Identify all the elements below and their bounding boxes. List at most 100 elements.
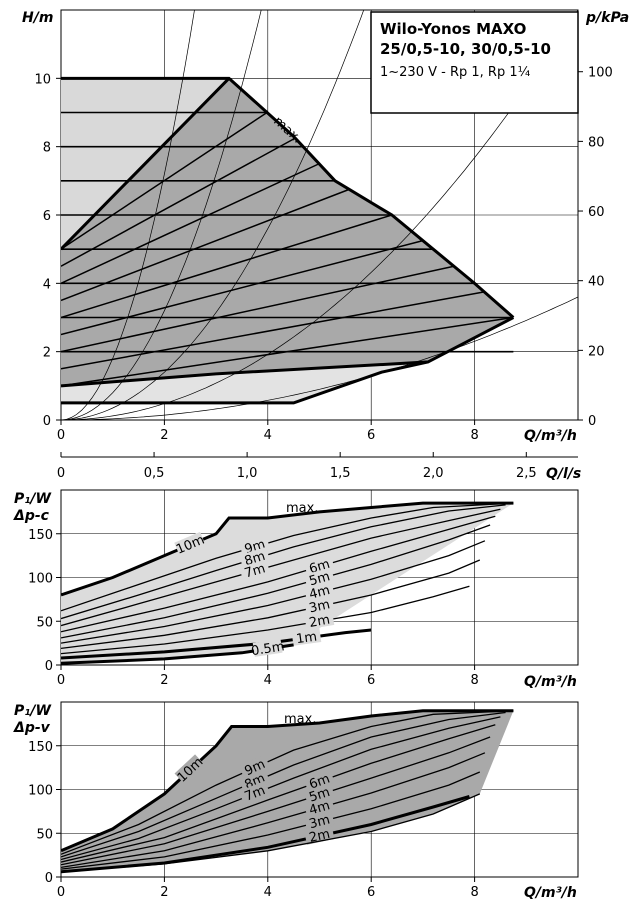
top-y-tick-label: 6: [43, 209, 51, 224]
ls-tick-label: 2,5: [516, 466, 537, 481]
curve-label-bg: [304, 595, 335, 616]
system-curve: [61, 10, 262, 420]
min-speed-curve: [61, 360, 429, 405]
curve-label: 0.5m: [250, 639, 285, 659]
dark-operating-region: [61, 78, 514, 386]
top-y-tick-label: 4: [43, 277, 51, 292]
bot-max-label: max.: [284, 712, 316, 727]
chart-subtitle-2: 1~230 V - Rp 1, Rp 1¼: [380, 65, 531, 80]
power-x-tick-label: 2: [160, 885, 168, 900]
power-y-tick-label: 0: [45, 659, 53, 674]
mid-max-label: max.: [286, 501, 318, 516]
power-y-tick-label: 50: [36, 615, 53, 630]
bot-mode-label: Δp-v: [13, 720, 51, 736]
top-y-tick-label: 10: [34, 72, 51, 87]
top-y-tick-label: 2: [43, 346, 51, 361]
power-x-tick-label: 6: [367, 885, 375, 900]
light-region-lower: [61, 361, 429, 403]
curve-label: 7m: [243, 561, 267, 581]
top-x-tick-label: 2: [160, 428, 168, 443]
power-curve-7m: [61, 508, 501, 627]
power-curve-8m: [61, 504, 506, 620]
dp-v-max-line: [61, 77, 231, 251]
power-x-tick-label: 0: [57, 885, 65, 900]
curve-label: 7m: [243, 783, 268, 805]
curve-label-bg: [303, 810, 335, 832]
curve-label-bg: [303, 554, 335, 577]
power-curve-9m: [61, 502, 514, 612]
x-axis-label: Q/m³/h: [524, 428, 577, 444]
chart-title: Wilo-Yonos MAXO: [380, 20, 526, 38]
top-x-tick-label: 4: [264, 428, 272, 443]
min-curve: [61, 316, 515, 388]
dp-v-line: [61, 163, 320, 285]
curve-label: 3m: [308, 597, 332, 616]
bot-x-axis-label: Q/m³/h: [524, 885, 577, 901]
power-y-tick-label: 150: [28, 528, 53, 543]
system-curve: [61, 10, 578, 420]
power-y-tick-label: 0: [45, 871, 53, 886]
ls-tick-label: 2,0: [423, 466, 444, 481]
mid-y-axis-label: P₁/W: [14, 491, 52, 507]
power-x-tick-label: 4: [264, 885, 272, 900]
system-curve: [61, 296, 578, 420]
power-x-tick-label: 4: [264, 673, 272, 688]
top-x-tick-label: 6: [367, 428, 375, 443]
ls-tick-label: 0: [57, 466, 65, 481]
dp-v-line: [61, 111, 268, 250]
top-y-right-tick-label: 40: [588, 275, 605, 290]
curve-label: 2m: [308, 613, 331, 631]
power-curve-min: [61, 793, 481, 873]
flow-ls-axis: 0 0,5 1,0 1,5 2,0 2,5 Q/l/s: [57, 452, 581, 482]
curve-label-bg: [303, 796, 335, 818]
power-region: [61, 710, 514, 872]
curve-label: 1m: [295, 630, 318, 648]
power-x-tick-label: 6: [367, 673, 375, 688]
max-curve: [61, 76, 515, 319]
power-x-tick-label: 8: [470, 885, 478, 900]
curve-label-bg: [239, 546, 271, 569]
top-y-right-tick-label: 0: [588, 414, 596, 429]
power-x-tick-label: 8: [470, 673, 478, 688]
dp-v-line: [61, 265, 455, 353]
curve-label-bg: [252, 638, 283, 657]
system-curve: [61, 10, 365, 420]
top-x-tick-label: 0: [57, 428, 65, 443]
dp-v-line: [61, 291, 485, 370]
power-curve-8m: [61, 711, 506, 858]
curve-label-bg: [303, 769, 335, 792]
top-y-tick-label: 0: [43, 414, 51, 429]
top-y-right-tick-label: 80: [588, 135, 605, 150]
ls-tick-label: 1,5: [330, 466, 351, 481]
power-y-tick-label: 50: [36, 827, 53, 842]
curve-label-bg: [238, 768, 271, 793]
curve-label-bg: [291, 628, 322, 646]
dp-v-line: [61, 214, 393, 319]
top-x-tick-label: 8: [470, 428, 478, 443]
curve-label-bg: [239, 535, 270, 557]
system-curve: [61, 10, 195, 420]
power-curve-10m: [61, 501, 514, 597]
power-curve-7m: [61, 716, 501, 861]
ls-tick-label: 1,0: [237, 466, 258, 481]
dp-v-line: [61, 137, 296, 267]
power-x-tick-label: 0: [57, 673, 65, 688]
power-curve-9m: [61, 710, 514, 855]
mid-mode-label: Δp-c: [13, 508, 50, 524]
top-y-right-tick-label: 20: [588, 344, 605, 359]
curve-label-bg: [304, 611, 335, 630]
y-axis-label: H/m: [22, 10, 53, 26]
power-curve-10m: [61, 709, 514, 853]
title-box: [370, 11, 579, 114]
dp-v-line: [61, 239, 424, 336]
power-y-tick-label: 150: [28, 740, 53, 755]
power-y-tick-label: 100: [28, 784, 53, 799]
dp-v-line: [61, 316, 514, 387]
mid-x-axis-label: Q/m³/h: [524, 674, 577, 690]
power-x-tick-label: 2: [160, 673, 168, 688]
dp-v-line: [61, 188, 350, 302]
top-y-tick-label: 8: [43, 141, 51, 156]
